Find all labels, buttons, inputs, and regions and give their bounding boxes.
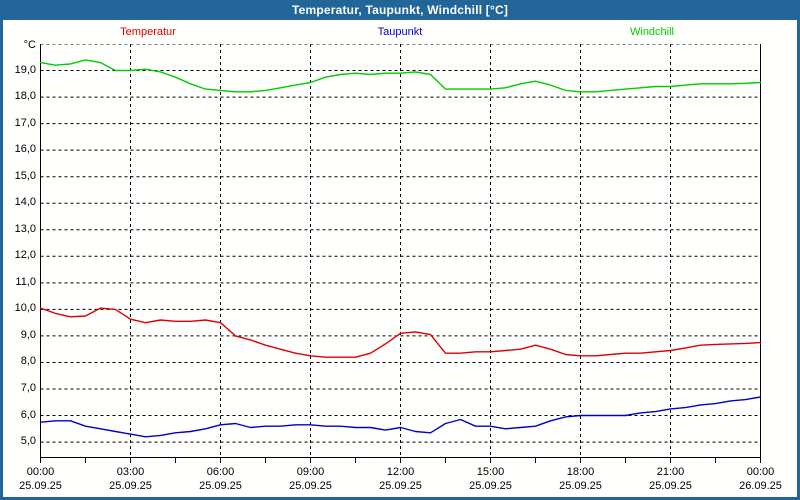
y-axis-label: 11,0	[15, 275, 36, 288]
x-axis-time-label: 00:00	[746, 466, 775, 478]
y-axis-label: 16,0	[14, 143, 36, 156]
window-frame-left	[0, 20, 3, 500]
y-axis-label: 17,0	[14, 116, 36, 129]
x-axis-date-label: 25.09.25	[559, 480, 602, 492]
y-axis-label: 12,0	[14, 249, 36, 262]
y-axis-label: 14,0	[14, 196, 36, 209]
series-line-taupunkt	[40, 396, 761, 438]
y-axis-label: 5,0	[20, 435, 36, 448]
y-axis-label: 10,0	[14, 302, 36, 315]
y-axis-label: 7,0	[20, 382, 36, 394]
x-axis-date-label: 25.09.25	[289, 480, 332, 492]
legend-item-taupunkt: Taupunkt	[377, 26, 423, 38]
x-axis-time-label: 00:00	[26, 466, 55, 478]
x-axis-date-label: 25.09.25	[199, 480, 242, 492]
x-axis-date-label: 25.09.25	[19, 480, 62, 492]
x-axis-time-label: 18:00	[566, 466, 595, 478]
series-line-temperatur	[40, 307, 761, 358]
x-axis-time-label: 09:00	[296, 466, 325, 478]
window-frame-bottom	[0, 497, 800, 500]
x-axis-time-label: 03:00	[116, 466, 145, 478]
x-axis-time-label: 12:00	[386, 466, 415, 478]
x-axis-date-label: 26.09.25	[739, 480, 782, 492]
x-axis-date-label: 25.09.25	[649, 480, 692, 492]
y-axis-label: 9,0	[20, 328, 36, 341]
series-line-windchill	[40, 59, 761, 93]
x-axis-time-label: 21:00	[656, 466, 685, 478]
y-axis-label: 15,0	[14, 169, 36, 182]
chart-area	[40, 44, 761, 463]
y-axis-label: 18,0	[14, 90, 36, 103]
legend-item-windchill: Windchill	[629, 26, 675, 38]
titlebar[interactable]: Temperatur, Taupunkt, Windchill [°C]	[0, 0, 800, 20]
x-axis-date-label: 25.09.25	[379, 480, 422, 492]
x-axis-time-label: 15:00	[476, 466, 505, 478]
y-axis-label: 6,0	[20, 408, 36, 421]
x-axis-date-label: 25.09.25	[109, 480, 152, 492]
y-axis-label: 8,0	[20, 355, 36, 368]
window-frame-right	[797, 20, 800, 500]
window-title: Temperatur, Taupunkt, Windchill [°C]	[291, 3, 509, 17]
y-axis-unit-label: °C	[23, 39, 36, 51]
legend-item-temperatur: Temperatur	[120, 26, 176, 38]
y-axis-label: 13,0	[14, 222, 36, 235]
y-axis-label: 19,0	[14, 63, 36, 76]
x-axis-time-label: 06:00	[206, 466, 235, 478]
x-axis-date-label: 25.09.25	[469, 480, 512, 492]
